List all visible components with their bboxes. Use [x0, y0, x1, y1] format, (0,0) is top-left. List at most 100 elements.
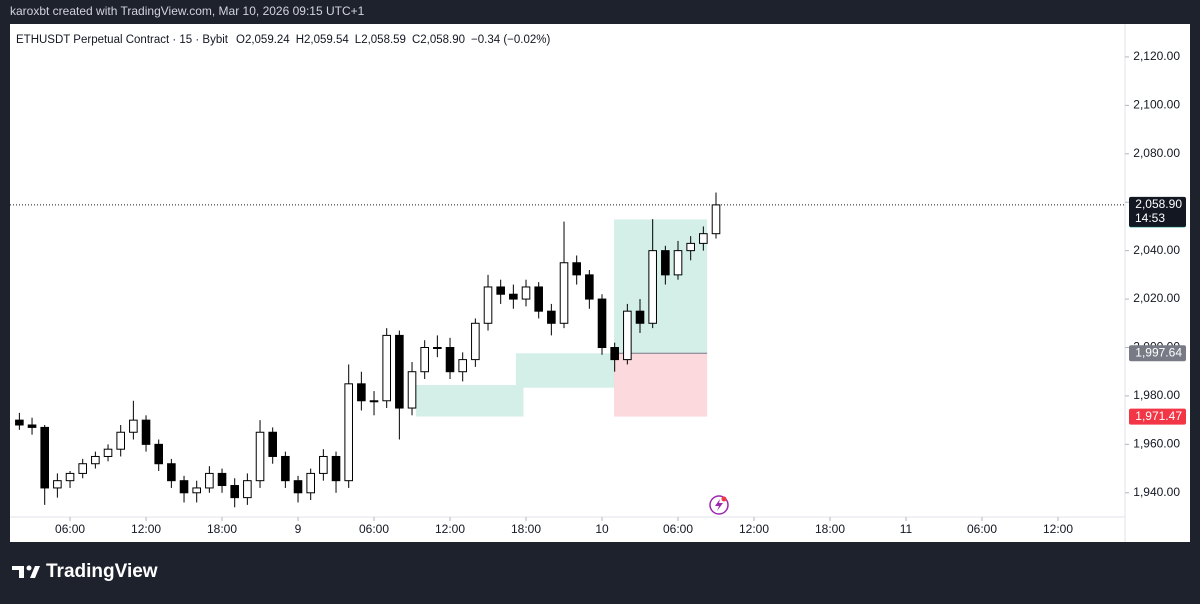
candle-body [27, 424, 37, 428]
legend-key: H [296, 34, 304, 46]
candle-body [306, 472, 315, 494]
y-tick-label: 1,940.00 [1133, 485, 1180, 499]
candle-body [496, 286, 505, 295]
x-tick-label: 10 [595, 522, 609, 536]
price-label-box [1129, 408, 1186, 425]
price-label-box [1129, 345, 1186, 362]
candle-body [319, 455, 328, 474]
candle-body [661, 250, 670, 276]
x-tick-label: 18:00 [815, 522, 845, 536]
candle-body [192, 487, 201, 494]
legend-value: 2,058.59 [361, 34, 406, 46]
candle-body [433, 347, 442, 350]
y-tick-label: 1,960.00 [1133, 437, 1180, 451]
legend-key: O [236, 34, 245, 46]
candle-body [116, 431, 126, 450]
candle-body [65, 472, 75, 482]
logo [12, 565, 40, 578]
brand: TradingView [46, 561, 158, 582]
candle-body [711, 204, 721, 235]
y-tick-label: 1,980.00 [1133, 388, 1180, 402]
candle-body [572, 262, 581, 276]
candle-body [154, 443, 164, 465]
flash-icon [709, 495, 729, 515]
candle-body [331, 455, 341, 482]
panel [10, 24, 1190, 542]
legend-value: 2,058.90 [420, 34, 465, 46]
x-tick-label: 12:00 [739, 522, 769, 536]
candle-body [53, 480, 62, 489]
y-tick-label: 2,020.00 [1133, 291, 1180, 305]
x-tick-label: 9 [295, 522, 302, 536]
candle-body [243, 480, 252, 499]
candle-body [40, 426, 50, 489]
candle-body [268, 431, 277, 457]
x-tick-label: 06:00 [359, 522, 389, 536]
candle-body [382, 334, 391, 402]
candle-body [597, 298, 607, 349]
candle-body [103, 448, 113, 457]
candle-body [217, 472, 227, 487]
candle-body [255, 431, 265, 482]
zone [515, 353, 615, 388]
candle-body [509, 293, 518, 300]
x-tick-label: 06:00 [55, 522, 85, 536]
candle-body [179, 480, 189, 494]
candle-body [458, 359, 467, 373]
candle-body [648, 250, 657, 324]
candle-body [559, 262, 569, 324]
candle-body [585, 274, 594, 300]
legend-key: C [412, 34, 420, 46]
candle-body [610, 347, 619, 361]
candle-body [205, 472, 214, 489]
price-label: 1,997.64 [1135, 345, 1182, 359]
price-label: 1,971.47 [1135, 409, 1182, 423]
position-loss [614, 353, 708, 417]
candle-body [420, 347, 429, 373]
legend-value: 2,059.54 [304, 34, 349, 46]
x-tick-label: 18:00 [207, 522, 237, 536]
candle-body [91, 455, 100, 465]
candle-body [623, 310, 632, 361]
candle-body [293, 480, 303, 494]
candle-body [129, 419, 138, 433]
x-tick-label: 12:00 [1043, 522, 1073, 536]
y-tick-label: 2,080.00 [1133, 146, 1180, 160]
candle-body [281, 455, 290, 482]
candle-body [15, 419, 24, 426]
credit: karoxbt created with TradingView.com, Ma… [10, 4, 365, 18]
candle-body [521, 286, 531, 300]
legend-title: ETHUSDT Perpetual Contract · 15 · Bybit [16, 34, 229, 46]
candle-body [547, 310, 556, 324]
candle-body [167, 463, 176, 482]
x-tick-label: 11 [900, 522, 913, 536]
candle-body [534, 286, 543, 312]
legend-value: 2,059.24 [245, 34, 290, 46]
candle-body [344, 383, 353, 482]
candle-body [445, 347, 455, 373]
candle-body [673, 250, 683, 276]
x-tick-label: 12:00 [435, 522, 465, 536]
candle-body [357, 383, 366, 402]
candle-body [407, 371, 417, 409]
x-tick-label: 06:00 [967, 522, 997, 536]
candle-body [230, 485, 239, 499]
candle-body [141, 419, 151, 445]
x-tick-label: 06:00 [663, 522, 693, 536]
candle-body [395, 334, 404, 409]
y-tick-label: 2,120.00 [1133, 49, 1180, 63]
candle-body [78, 463, 88, 474]
candle-body [686, 242, 695, 252]
candle-body [471, 322, 480, 361]
countdown: 14:53 [1135, 211, 1165, 225]
candle-body [699, 233, 708, 244]
y-tick-label: 2,100.00 [1133, 98, 1180, 112]
y-tick-label: 2,040.00 [1133, 243, 1180, 257]
candle-body [369, 400, 379, 403]
x-tick-label: 18:00 [511, 522, 541, 536]
candle-body [483, 286, 493, 324]
plot: 1,940.001,960.001,980.002,000.002,020.00… [10, 49, 1186, 536]
zone [415, 385, 524, 417]
